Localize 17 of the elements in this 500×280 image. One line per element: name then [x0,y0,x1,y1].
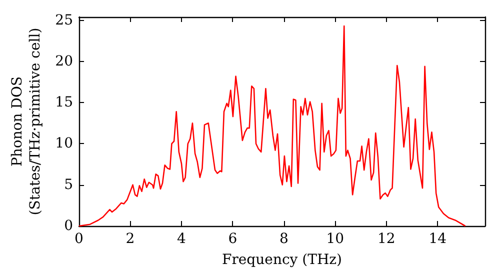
y-tick-label: 10 [55,136,73,152]
y-axis-title: Phonon DOS (States/THz·primitive cell) [9,28,44,216]
x-tick-label: 0 [74,231,84,247]
y-tick-label: 25 [55,12,73,28]
y-tick-label: 20 [55,53,73,70]
y-tick-label: 15 [55,94,73,111]
x-tick-label: 10 [326,231,344,247]
x-tick-label: 6 [228,231,238,247]
line-series [78,25,466,227]
x-axis-title: Frequency (THz) [222,252,342,268]
y-tick-label: 5 [64,176,73,193]
x-tick-label: 8 [279,231,288,247]
x-tick-label: 14 [428,231,447,247]
x-tick-label: 4 [177,231,186,247]
x-tick-label: 12 [377,231,396,247]
y-tick-label: 0 [64,218,73,234]
x-tick-label: 2 [126,231,135,247]
